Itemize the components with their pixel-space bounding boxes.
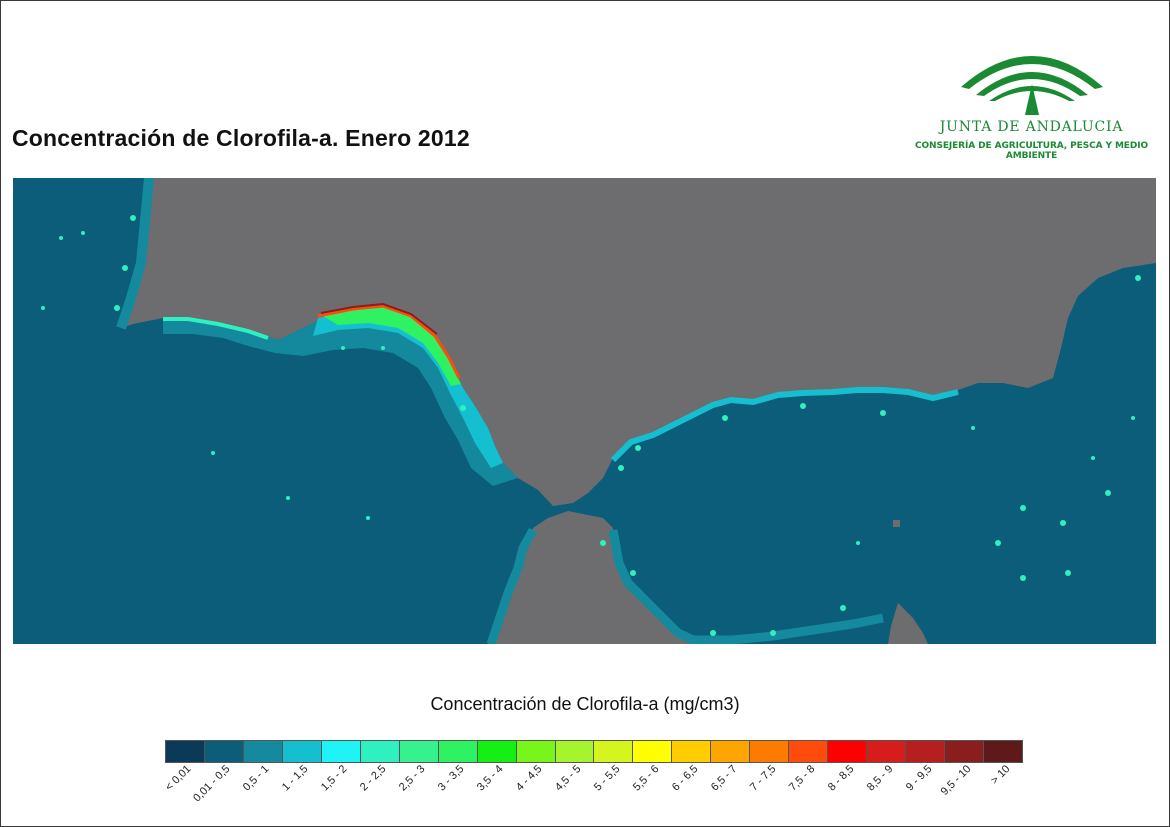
chlorophyll-coast-west-atlantic — [116, 178, 154, 330]
legend-swatch — [984, 741, 1022, 762]
chlorophyll-spots — [41, 215, 1141, 636]
legend-swatch — [399, 741, 439, 762]
legend-color-bar — [165, 740, 1023, 763]
logo-organization: JUNTA DE ANDALUCIA — [939, 119, 1124, 135]
legend-swatch — [321, 741, 361, 762]
legend-swatch — [672, 741, 712, 762]
legend-swatch — [204, 741, 244, 762]
chlorophyll-coast-south — [608, 529, 884, 644]
legend-swatch — [282, 741, 322, 762]
legend-swatch — [945, 741, 985, 762]
legend-swatch — [166, 741, 205, 762]
chlorophyll-coast-max — [317, 304, 461, 379]
legend-swatch — [867, 741, 907, 762]
legend-swatch — [828, 741, 868, 762]
legend-swatch — [516, 741, 556, 762]
chlorophyll-band-high — [313, 308, 503, 468]
junta-de-andalucia-logo: JUNTA DE ANDALUCIA CONSEJERÍA DE AGRICUL… — [899, 35, 1164, 161]
legend-swatch — [243, 741, 283, 762]
chlorophyll-coast-west — [163, 317, 269, 340]
junta-arches-icon — [961, 56, 1103, 115]
legend-swatch — [594, 741, 634, 762]
legend-swatch — [711, 741, 751, 762]
chlorophyll-map — [13, 178, 1156, 644]
legend-swatch — [555, 741, 595, 762]
iberia-land — [121, 178, 1156, 506]
legend-swatch — [750, 741, 790, 762]
logo-department: CONSEJERÍA DE AGRICULTURA, PESCA Y MEDIO… — [914, 141, 1149, 161]
legend-title: Concentración de Clorofila-a (mg/cm3) — [430, 694, 740, 714]
map-title: Concentración de Clorofila-a. Enero 2012 — [12, 125, 470, 151]
legend-swatch — [633, 741, 673, 762]
chlorophyll-coast-extreme — [320, 302, 438, 335]
chlorophyll-coast-east — [610, 387, 959, 463]
island-land — [893, 520, 900, 527]
africa-land — [488, 511, 693, 644]
legend-swatch — [438, 741, 478, 762]
chlorophyll-coast-southwest — [486, 527, 537, 644]
legend-swatch — [360, 741, 400, 762]
chlorophyll-band-peak — [323, 306, 461, 386]
legend-swatch — [477, 741, 517, 762]
legend-swatch — [789, 741, 829, 762]
africa-land-east — [888, 603, 928, 644]
legend-swatch — [906, 741, 946, 762]
